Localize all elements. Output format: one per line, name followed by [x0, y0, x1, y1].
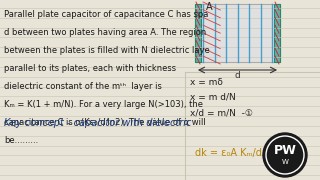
Text: parallel to its plates, each with thickness: parallel to its plates, each with thickn…: [4, 64, 176, 73]
Text: dk = ε₀A Kₘ/dx: dk = ε₀A Kₘ/dx: [195, 148, 268, 158]
Text: PW: PW: [274, 145, 296, 158]
Bar: [274, 4, 280, 62]
Text: A: A: [206, 2, 212, 12]
Circle shape: [263, 133, 307, 177]
Text: x = m d/N: x = m d/N: [190, 93, 236, 102]
Text: Parallel plate capacitor of capacitance C has spa: Parallel plate capacitor of capacitance …: [4, 10, 208, 19]
Text: x/d = m/N  -①: x/d = m/N -①: [190, 108, 253, 117]
Text: W: W: [282, 159, 288, 165]
Text: between the plates is filled with N dielectric laye: between the plates is filled with N diel…: [4, 46, 210, 55]
Text: x = mδ: x = mδ: [190, 78, 223, 87]
Text: capacitance C is α(Kε₀/d ln2). The value of α will: capacitance C is α(Kε₀/d ln2). The value…: [4, 118, 206, 127]
Text: dielectric constant of the mᵗʰ  layer is: dielectric constant of the mᵗʰ layer is: [4, 82, 162, 91]
Text: d between two plates having area A. The region: d between two plates having area A. The …: [4, 28, 206, 37]
Bar: [195, 4, 280, 62]
Bar: [195, 4, 201, 62]
Text: be.........: be.........: [4, 136, 38, 145]
Text: Key concept - capacitor with dielectric: Key concept - capacitor with dielectric: [4, 118, 191, 128]
Text: d: d: [235, 71, 240, 80]
Text: Kₘ = K(1 + m/N). For a very large N(>103), the: Kₘ = K(1 + m/N). For a very large N(>103…: [4, 100, 203, 109]
